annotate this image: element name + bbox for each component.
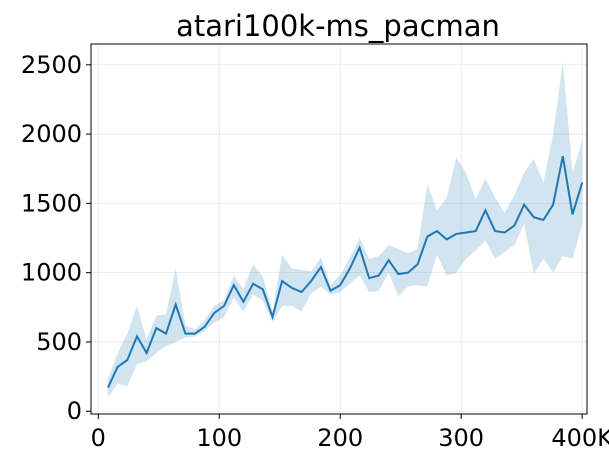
- axes: [90, 43, 588, 415]
- y-tick-label: 500: [36, 328, 82, 356]
- confidence-band: [107, 62, 583, 398]
- y-tick-label: 2500: [21, 51, 82, 79]
- y-tick-label: 0: [67, 397, 82, 425]
- y-axis-ticks: 0 500 1000 1500 2000 2500: [21, 51, 91, 425]
- x-axis-ticks: 0 100 200 300 400K: [91, 414, 609, 452]
- y-tick-label: 1500: [21, 189, 82, 217]
- x-tick-label: 200: [317, 424, 363, 452]
- plot-frame: [90, 43, 588, 415]
- confidence-band-area: [107, 62, 583, 398]
- series-line: [106, 156, 584, 389]
- y-tick-label: 2000: [21, 120, 82, 148]
- series-line-group: [106, 156, 584, 389]
- grid: [91, 44, 587, 414]
- y-tick-label: 1000: [21, 259, 82, 287]
- chart-title: atari100k-ms_pacman: [176, 9, 500, 43]
- x-tick-label: 400K: [551, 424, 609, 452]
- x-tick-label: 100: [196, 424, 242, 452]
- x-tick-label: 300: [438, 424, 484, 452]
- x-tick-label: 0: [91, 424, 106, 452]
